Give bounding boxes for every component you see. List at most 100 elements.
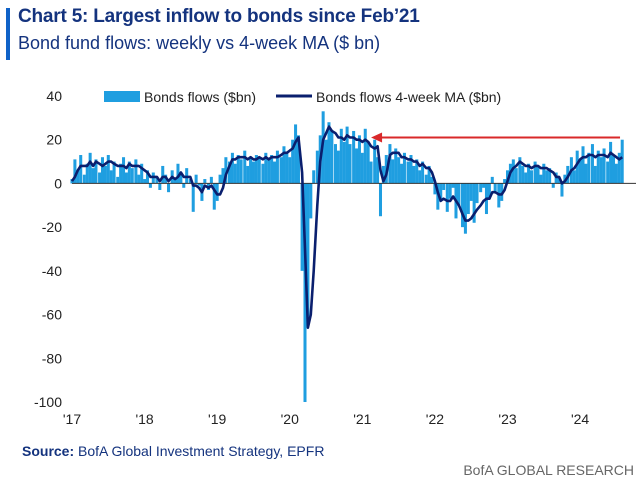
flow-bar	[100, 157, 104, 184]
x-tick-label: '22	[426, 411, 444, 427]
legend-bar-swatch	[104, 91, 140, 102]
flow-bar	[79, 155, 83, 184]
flow-bar	[288, 157, 292, 184]
title-accent-bar	[6, 8, 10, 60]
flow-bar	[391, 159, 395, 184]
flow-bar	[487, 183, 491, 199]
y-tick-label: -40	[42, 263, 62, 279]
flow-bar	[122, 157, 126, 184]
flow-bar	[167, 183, 171, 193]
flow-bar	[309, 183, 313, 219]
flow-bar	[581, 146, 585, 184]
flow-bar	[620, 139, 624, 184]
flow-bar	[436, 183, 440, 210]
flow-bar	[179, 172, 183, 184]
flow-bar	[327, 122, 331, 184]
flow-bar	[140, 163, 144, 184]
flow-bar	[609, 141, 613, 184]
flow-bar	[275, 150, 279, 184]
source-label: Source:	[22, 443, 75, 459]
flow-bar	[548, 168, 552, 184]
x-tick-label: '18	[135, 411, 153, 427]
flow-bar	[451, 183, 455, 188]
flow-bar	[461, 183, 465, 228]
flow-bar	[448, 183, 452, 199]
flow-bar	[130, 168, 134, 184]
flow-bar	[261, 163, 265, 184]
flow-bar	[194, 174, 198, 184]
flow-bar	[345, 126, 349, 184]
flow-bar	[109, 170, 113, 184]
flow-bar	[415, 159, 419, 184]
flow-bar	[124, 172, 128, 184]
flow-bar	[514, 168, 518, 184]
flow-bar	[606, 161, 610, 184]
flow-bar	[161, 165, 165, 184]
flow-bar	[243, 150, 247, 184]
flow-bar	[445, 183, 449, 212]
flow-bar	[257, 157, 261, 184]
annotation-arrowhead	[371, 132, 383, 143]
flow-bar	[137, 174, 141, 184]
x-tick-label: '19	[208, 411, 226, 427]
x-tick-label: '20	[281, 411, 299, 427]
flow-bar	[155, 176, 159, 184]
flow-bar	[511, 159, 515, 184]
flow-bar	[209, 176, 213, 184]
flow-bar	[134, 159, 138, 184]
y-tick-label: 40	[46, 88, 62, 104]
flow-bar	[91, 168, 95, 184]
x-tick-label: '23	[498, 411, 516, 427]
flow-bar	[182, 183, 186, 188]
flow-bar	[560, 183, 564, 197]
flow-bar	[400, 163, 404, 184]
y-tick-label: 20	[46, 132, 62, 148]
flow-bar	[221, 168, 225, 184]
flow-bar	[463, 183, 467, 234]
y-tick-label: -20	[42, 219, 62, 235]
flow-bar	[529, 170, 533, 184]
flow-bar	[279, 157, 283, 184]
flow-bar	[427, 165, 431, 184]
flow-bar	[357, 135, 361, 184]
flow-bar	[218, 174, 222, 184]
flow-bar	[409, 155, 413, 184]
flow-bar	[103, 165, 107, 184]
flow-bar	[506, 170, 510, 184]
x-tick-label: '17	[63, 411, 81, 427]
flow-bar	[85, 163, 89, 184]
flow-bar	[482, 183, 486, 188]
y-tick-label: -100	[34, 394, 62, 410]
flow-bar	[378, 183, 383, 217]
flow-bar	[536, 165, 540, 184]
flow-bar	[249, 157, 253, 184]
flow-bar	[267, 159, 271, 184]
chart-title: Chart 5: Largest inflow to bonds since F…	[18, 6, 420, 27]
flow-bar	[116, 176, 120, 184]
flow-bar	[239, 159, 243, 184]
flow-bar	[224, 157, 228, 184]
flow-bar	[527, 163, 531, 184]
flow-bar	[545, 170, 549, 184]
flow-bar	[394, 148, 398, 184]
legend-bar-label: Bonds flows ($bn)	[144, 89, 256, 105]
flow-bar	[521, 165, 525, 184]
flow-bar	[291, 139, 295, 184]
chart-subtitle: Bond fund flows: weekly vs 4-week MA ($ …	[18, 33, 381, 53]
flow-bar	[119, 163, 123, 184]
flow-bar	[539, 174, 543, 184]
flow-bar	[342, 141, 346, 184]
flow-bar	[518, 157, 522, 184]
flow-bar	[614, 163, 618, 184]
flow-bar	[524, 172, 528, 184]
flow-bar	[475, 183, 479, 204]
flow-bar	[70, 179, 74, 184]
flow-bar	[469, 183, 473, 201]
flow-bar	[366, 141, 370, 184]
flow-bar	[236, 155, 240, 184]
flow-bar	[112, 161, 116, 184]
flow-bar	[593, 165, 597, 184]
flow-bar	[251, 161, 255, 184]
flow-bar	[273, 161, 277, 184]
